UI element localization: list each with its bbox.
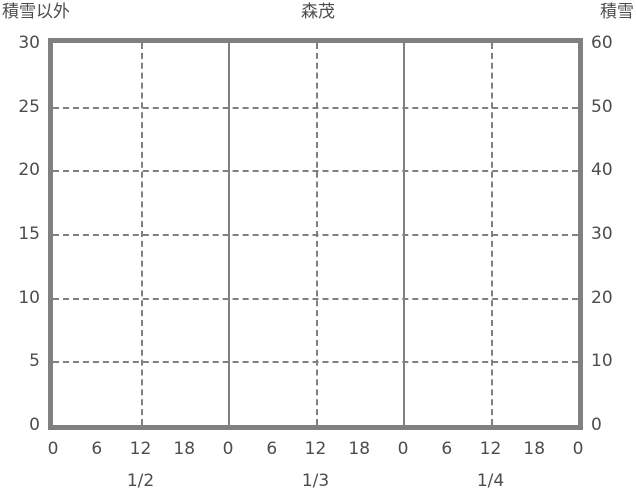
x-axis-hour-label: 6 (91, 439, 103, 459)
x-axis-hour-label: 18 (348, 439, 371, 459)
x-axis-hour-label: 6 (441, 439, 453, 459)
right-axis-tick-label: 10 (591, 351, 613, 372)
x-axis-hour-label: 18 (173, 439, 196, 459)
x-axis-hour-label: 6 (266, 439, 278, 459)
x-axis-hour-label: 0 (222, 439, 234, 459)
left-axis-title: 積雪以外 (2, 2, 70, 22)
plot-grid (53, 43, 578, 425)
x-axis-hour-label: 18 (523, 439, 546, 459)
x-axis-hour-label: 12 (304, 439, 327, 459)
right-axis-tick-label: 30 (591, 224, 613, 244)
x-axis-day-label: 1/3 (301, 471, 330, 491)
gridline-vertical (140, 43, 143, 425)
right-axis-tick-label: 0 (591, 415, 602, 435)
right-axis-title: 積雪 (600, 2, 634, 22)
left-axis-tick-label: 20 (18, 160, 40, 181)
x-axis-day-label: 1/4 (476, 471, 505, 491)
day-separator-line (228, 43, 230, 425)
gridline-vertical (490, 43, 493, 425)
left-axis-tick-label: 10 (18, 287, 40, 308)
x-axis-day-label: 1/2 (126, 471, 155, 491)
right-axis-tick-label: 40 (591, 160, 613, 181)
day-separator-line (403, 43, 405, 425)
right-axis-tick-label: 50 (591, 96, 613, 117)
gridline-vertical (315, 43, 318, 425)
left-axis-tick-label: 15 (18, 224, 40, 244)
page-title: 森茂 (301, 2, 335, 22)
x-axis-hour-label: 0 (397, 439, 409, 459)
plot-area (48, 38, 583, 430)
right-axis-tick-label: 20 (591, 287, 613, 308)
left-axis-tick-label: 30 (18, 33, 40, 53)
x-axis-hour-label: 0 (572, 439, 584, 459)
left-axis-tick-label: 25 (18, 96, 40, 117)
x-axis-hour-label: 12 (129, 439, 152, 459)
left-axis-tick-label: 0 (29, 415, 40, 435)
x-axis-hour-label: 0 (47, 439, 59, 459)
left-axis-tick-label: 5 (29, 351, 40, 372)
right-axis-tick-label: 60 (591, 33, 613, 53)
x-axis-hour-label: 12 (479, 439, 502, 459)
